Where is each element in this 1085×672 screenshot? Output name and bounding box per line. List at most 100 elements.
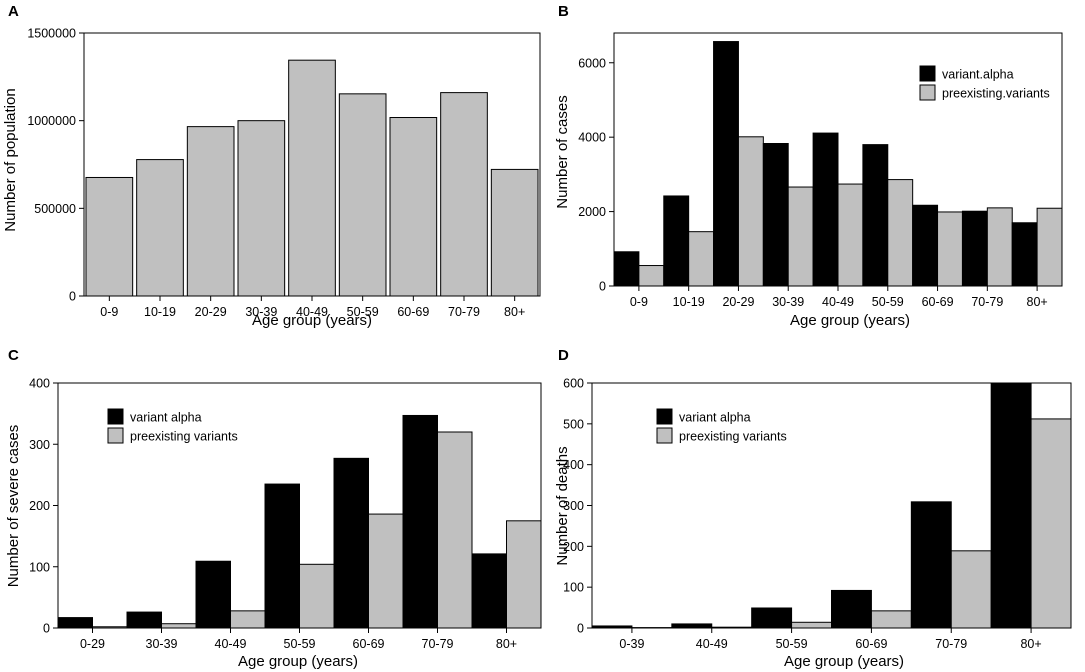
panel-a-bar-population-10-19 xyxy=(136,159,184,297)
panel-b-bar-variant-alpha-20-29 xyxy=(713,41,739,287)
panel-c-y-tick-label: 0 xyxy=(43,622,50,636)
panel-b-y-tick-label: 2000 xyxy=(578,205,606,219)
panel-c-y-tick-label: 300 xyxy=(29,438,50,452)
panel-a-bar-population-20-29 xyxy=(186,126,235,297)
panel-d-y-tick-label: 0 xyxy=(577,622,584,636)
panel-b-y-tick-label: 4000 xyxy=(578,131,606,145)
panel-a-x-tick-label: 50-59 xyxy=(347,305,379,319)
panel-c-legend-label: preexisting variants xyxy=(130,430,238,444)
panel-c-bar-variant-alpha-80- xyxy=(471,553,507,629)
panel-c-bar-variant-alpha-40-49 xyxy=(195,560,231,629)
panel-b-x-axis-title: Age group (years) xyxy=(790,312,910,329)
panel-a-bar-population-40-49 xyxy=(288,59,336,297)
panel-b-legend-swatch xyxy=(919,65,936,82)
panel-b: B Number of cases Age group (years) 0 200… xyxy=(554,3,1063,329)
panel-b-x-tick-label: 60-69 xyxy=(922,295,954,309)
panel-d-y-tick-label: 400 xyxy=(563,458,584,472)
panel-b-x-tick-label: 20-29 xyxy=(722,295,754,309)
panel-b-x-tick-label: 80+ xyxy=(1027,295,1048,309)
panel-a-y-tick-label: 1000000 xyxy=(27,114,76,128)
panel-a-y-tick-label: 0 xyxy=(69,290,76,304)
panel-c-bar-variant-alpha-0-29 xyxy=(57,617,93,629)
panel-d-bar-variant-alpha-80- xyxy=(990,382,1032,629)
panel-b-bar-variant-alpha-50-59 xyxy=(862,144,889,287)
panel-d-y-tick-label: 600 xyxy=(563,377,584,391)
panel-d-y-tick-label: 200 xyxy=(563,540,584,554)
panel-a-x-tick-label: 60-69 xyxy=(397,305,429,319)
panel-c-x-tick-label: 40-49 xyxy=(215,637,247,651)
panel-d-bar-preexisting-variants-50-59 xyxy=(791,621,832,629)
panel-d-x-tick-label: 80+ xyxy=(1020,637,1041,651)
panel-b-bar-preexisting-variants-30-39 xyxy=(787,186,814,287)
panel-d-bar-variant-alpha-60-69 xyxy=(831,589,872,629)
panel-c-y-tick-label: 100 xyxy=(29,560,50,574)
panel-a-y-axis-title: Number of population xyxy=(2,88,19,231)
panel-c-y-axis-title: Number of severe cases xyxy=(5,425,22,588)
panel-a-x-tick-label: 0-9 xyxy=(100,305,118,319)
panel-b-bar-preexisting-variants-50-59 xyxy=(887,179,914,287)
panel-b-bar-variant-alpha-40-49 xyxy=(812,132,839,287)
panel-c-x-tick-label: 30-39 xyxy=(146,637,178,651)
panel-a-letter: A xyxy=(8,3,19,20)
panel-c-y-tick-label: 400 xyxy=(29,377,50,391)
panel-b-bar-variant-alpha-60-69 xyxy=(912,204,939,287)
panel-d-x-axis-title: Age group (years) xyxy=(784,653,904,670)
panel-c: C Number of severe cases Age group (year… xyxy=(5,347,542,670)
panel-c-x-tick-label: 80+ xyxy=(496,637,517,651)
panel-d-bar-preexisting-variants-60-69 xyxy=(870,610,912,629)
panel-a-x-tick-label: 30-39 xyxy=(245,305,277,319)
panel-b-bar-preexisting-variants-20-29 xyxy=(737,136,764,287)
panel-d-bar-preexisting-variants-70-79 xyxy=(950,550,992,629)
panel-a-x-tick-label: 80+ xyxy=(504,305,525,319)
panel-b-legend-label: variant.alpha xyxy=(942,68,1014,82)
panel-d-letter: D xyxy=(558,347,569,364)
panel-d-y-tick-label: 100 xyxy=(563,581,584,595)
panel-d-legend-label: preexisting variants xyxy=(679,430,787,444)
panel-b-x-tick-label: 30-39 xyxy=(772,295,804,309)
panel-c-bar-preexisting-variants-40-49 xyxy=(230,610,266,629)
panel-a: A Number of population Age group (years)… xyxy=(2,3,541,329)
panel-c-bar-variant-alpha-70-79 xyxy=(402,414,438,629)
panel-b-bar-preexisting-variants-40-49 xyxy=(837,183,864,287)
panel-b-bar-preexisting-variants-10-19 xyxy=(688,231,715,287)
panel-c-y-tick-label: 200 xyxy=(29,499,50,513)
panel-a-y-tick-label: 1500000 xyxy=(27,27,76,41)
panel-c-x-tick-label: 50-59 xyxy=(284,637,316,651)
panel-a-x-tick-label: 10-19 xyxy=(144,305,176,319)
panel-c-letter: C xyxy=(8,347,19,364)
panel-b-bar-variant-alpha-0-9 xyxy=(613,251,640,287)
panel-b-bar-variant-alpha-70-79 xyxy=(961,210,988,287)
panel-d-bar-variant-alpha-0-39 xyxy=(591,625,633,629)
panel-a-bar-population-70-79 xyxy=(440,92,488,297)
panel-d-bar-preexisting-variants-40-49 xyxy=(711,626,753,629)
panel-a-bar-population-80- xyxy=(490,168,539,297)
panel-a-bar-population-60-69 xyxy=(389,117,438,297)
panel-c-bar-variant-alpha-60-69 xyxy=(333,457,369,629)
panel-d-x-tick-label: 70-79 xyxy=(935,637,967,651)
panel-a-bar-population-30-39 xyxy=(237,120,286,297)
panel-d-bar-variant-alpha-70-79 xyxy=(910,501,952,629)
panel-a-x-tick-label: 20-29 xyxy=(195,305,227,319)
panel-d-x-tick-label: 0-39 xyxy=(619,637,644,651)
panel-c-bar-preexisting-variants-80- xyxy=(506,520,542,629)
panel-c-bar-variant-alpha-30-39 xyxy=(126,611,162,629)
panel-c-legend-swatch xyxy=(107,427,124,444)
panel-a-bar-population-0-9 xyxy=(85,176,134,297)
panel-b-legend-swatch xyxy=(919,84,936,101)
panel-c-x-tick-label: 0-29 xyxy=(80,637,105,651)
panel-c-legend-label: variant alpha xyxy=(130,411,202,425)
panel-d-y-axis-title: Number of deaths xyxy=(554,446,571,565)
panel-d-bar-variant-alpha-40-49 xyxy=(671,623,713,629)
panel-c-bar-preexisting-variants-50-59 xyxy=(299,563,335,629)
panel-b-x-tick-label: 70-79 xyxy=(971,295,1003,309)
panel-b-bar-variant-alpha-10-19 xyxy=(663,195,690,287)
panel-d-x-tick-label: 50-59 xyxy=(776,637,808,651)
panel-d-legend-label: variant alpha xyxy=(679,411,751,425)
panel-c-x-axis-title: Age group (years) xyxy=(238,653,358,670)
panel-d-x-tick-label: 60-69 xyxy=(855,637,887,651)
panel-d-y-tick-label: 300 xyxy=(563,499,584,513)
panel-b-y-tick-label: 6000 xyxy=(578,56,606,70)
panel-c-bar-preexisting-variants-60-69 xyxy=(368,513,404,629)
panel-b-x-tick-label: 0-9 xyxy=(630,295,648,309)
